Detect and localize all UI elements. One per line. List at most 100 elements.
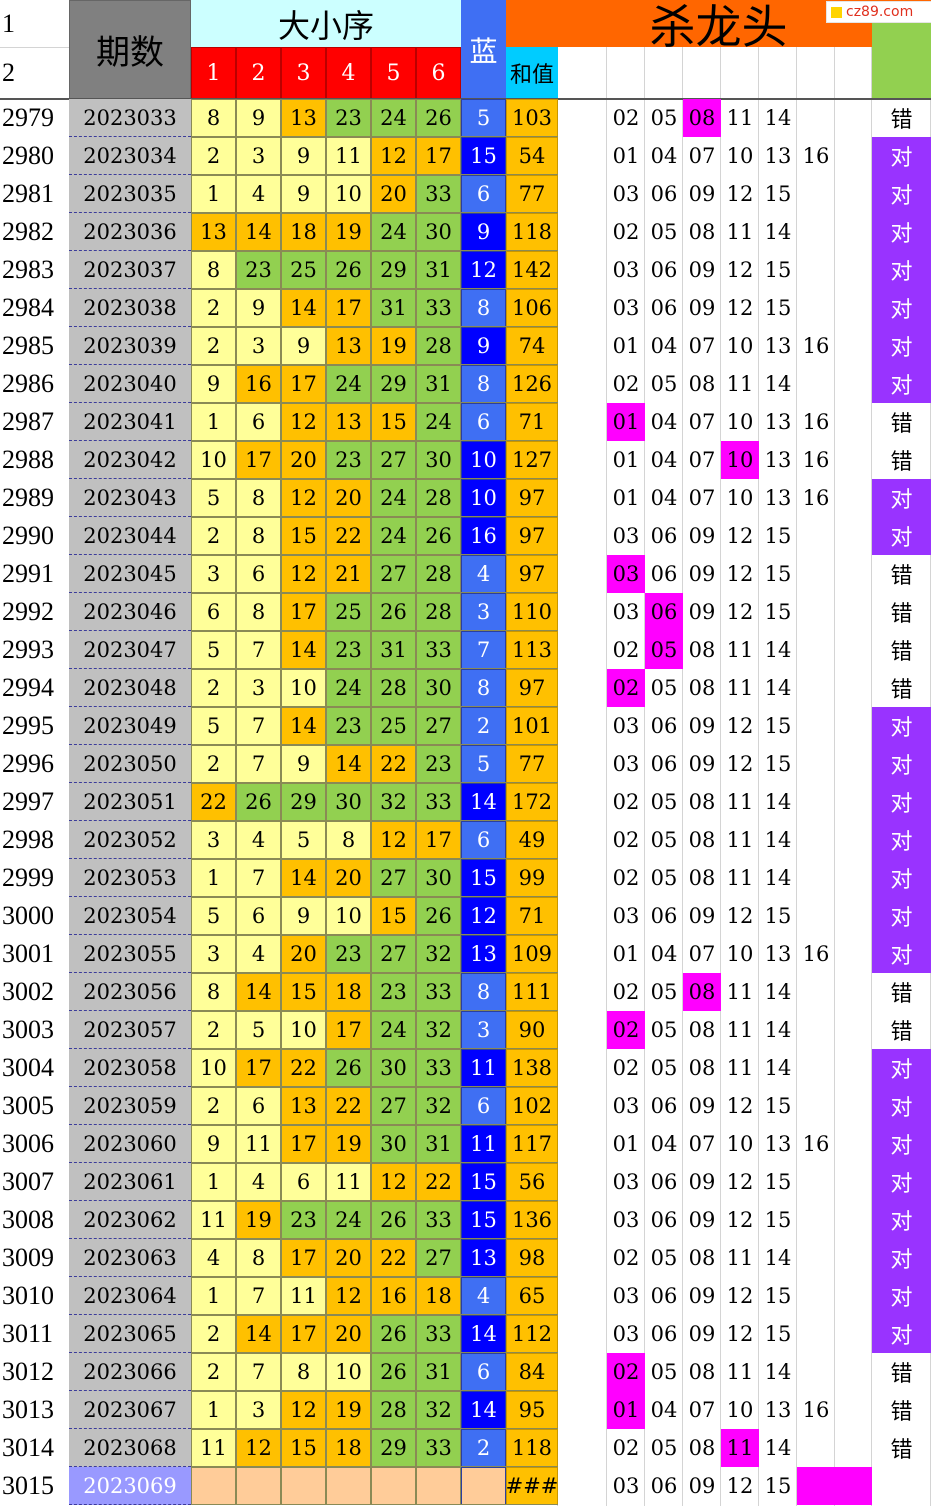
kill-number: 14 xyxy=(764,638,792,662)
kill-number: 14 xyxy=(764,1056,792,1080)
row-number: 2985 xyxy=(2,331,54,360)
kill-number: 04 xyxy=(650,448,678,472)
kill-number xyxy=(797,707,835,745)
ball-cell xyxy=(281,1467,326,1505)
period-cell: 2023040 xyxy=(69,365,191,403)
row-number: 3000 xyxy=(2,901,54,930)
grid-line xyxy=(191,896,558,897)
ball-cell: 17 xyxy=(326,289,371,327)
row-number: 3014 xyxy=(2,1433,54,1462)
kill-number xyxy=(797,1011,835,1049)
kill-number: 09 xyxy=(688,296,716,320)
ball-cell: 2 xyxy=(191,1353,236,1391)
ball-cell: 19 xyxy=(326,1391,371,1429)
grid-line xyxy=(191,744,558,745)
ball-cell: 6 xyxy=(281,1163,326,1201)
ball-cell: 23 xyxy=(416,745,461,783)
grid-line xyxy=(191,820,558,821)
kill-number: 06 xyxy=(650,1322,678,1346)
ball-cell: 32 xyxy=(416,1087,461,1125)
kill-number: 15 xyxy=(764,1284,792,1308)
result-cell: 对 xyxy=(872,783,931,821)
grid-line xyxy=(0,47,69,48)
ball-cell xyxy=(326,1467,371,1505)
grid-line xyxy=(191,782,558,783)
ball-cell: 33 xyxy=(416,631,461,669)
ball-cell: 1 xyxy=(191,175,236,213)
ball-cell: 23 xyxy=(371,973,416,1011)
kill-number: 09 xyxy=(688,562,716,586)
ball-cell: 9 xyxy=(281,137,326,175)
ball-cell: 28 xyxy=(416,479,461,517)
kill-number: 15 xyxy=(764,562,792,586)
ball-cell: 22 xyxy=(371,745,416,783)
period-cell: 2023058 xyxy=(69,1049,191,1087)
ball-col-header-3: 3 xyxy=(281,47,326,99)
ball-cell: 3 xyxy=(191,935,236,973)
period-cell: 2023049 xyxy=(69,707,191,745)
kill-number: 08 xyxy=(688,1246,716,1270)
ball-cell: 4 xyxy=(236,1163,281,1201)
blue-header: 蓝 xyxy=(461,0,506,99)
row-number: 2999 xyxy=(2,863,54,892)
period-cell: 2023065 xyxy=(69,1315,191,1353)
kill-number-hit: 05 xyxy=(645,631,683,669)
ball-col-header-6: 6 xyxy=(416,47,461,99)
ball-cell: 31 xyxy=(416,365,461,403)
kill-number: 12 xyxy=(726,182,754,206)
ball-cell: 10 xyxy=(326,897,371,935)
kill-number xyxy=(797,821,835,859)
ball-cell: 7 xyxy=(236,1353,281,1391)
row-label-2: 2 xyxy=(2,58,15,87)
kill-number: 14 xyxy=(764,220,792,244)
kill-number: 03 xyxy=(612,296,640,320)
kill-number xyxy=(797,783,835,821)
kill-number: 10 xyxy=(726,486,754,510)
row-number: 3012 xyxy=(2,1357,54,1386)
ball-cell: 24 xyxy=(416,403,461,441)
sum-cell: 126 xyxy=(506,365,558,403)
kill-number: 11 xyxy=(726,1360,754,1384)
kill-number: 15 xyxy=(764,904,792,928)
ball-cell: 12 xyxy=(371,137,416,175)
result-cell: 对 xyxy=(872,1239,931,1277)
kill-number: 03 xyxy=(612,752,640,776)
period-cell: 2023034 xyxy=(69,137,191,175)
ball-cell: 2 xyxy=(191,327,236,365)
kill-number: 02 xyxy=(612,638,640,662)
ball-cell: 26 xyxy=(416,99,461,137)
ball-cell: 9 xyxy=(191,1125,236,1163)
kill-number-hit: 01 xyxy=(607,1391,645,1429)
ball-cell: 17 xyxy=(416,137,461,175)
period-cell: 2023053 xyxy=(69,859,191,897)
kill-number xyxy=(797,555,835,593)
grid-line xyxy=(191,440,558,441)
row-number: 3010 xyxy=(2,1281,54,1310)
kill-number: 12 xyxy=(726,1208,754,1232)
ball-cell: 9 xyxy=(281,175,326,213)
kill-number: 14 xyxy=(764,980,792,1004)
ball-cell: 12 xyxy=(281,479,326,517)
sum-cell: 110 xyxy=(506,593,558,631)
blue-ball-cell: 6 xyxy=(461,1087,506,1125)
sum-cell: 97 xyxy=(506,517,558,555)
kill-number: 09 xyxy=(688,904,716,928)
ball-cell: 29 xyxy=(371,365,416,403)
kill-number-hit: 03 xyxy=(607,555,645,593)
result-cell: 对 xyxy=(872,1087,931,1125)
row-number: 2987 xyxy=(2,407,54,436)
sum-cell: 99 xyxy=(506,859,558,897)
ball-cell: 11 xyxy=(281,1277,326,1315)
kill-number-hit: 08 xyxy=(683,973,721,1011)
kill-number: 07 xyxy=(688,1132,716,1156)
grid-line xyxy=(191,630,558,631)
ball-cell: 14 xyxy=(236,1315,281,1353)
ball-cell: 33 xyxy=(416,1429,461,1467)
kill-number: 13 xyxy=(764,144,792,168)
kill-number: 05 xyxy=(650,372,678,396)
ball-cell: 7 xyxy=(236,745,281,783)
ball-cell: 6 xyxy=(191,593,236,631)
ball-cell: 1 xyxy=(191,403,236,441)
ball-cell: 26 xyxy=(416,517,461,555)
ball-cell: 28 xyxy=(371,1391,416,1429)
